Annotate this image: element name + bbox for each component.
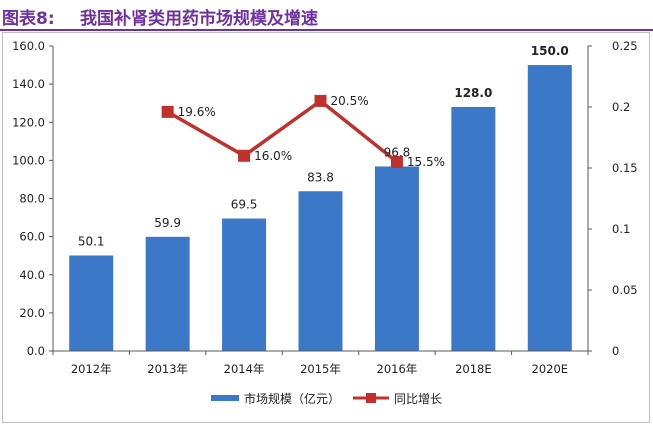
bar-data-label: 128.0 bbox=[454, 86, 492, 100]
growth-point bbox=[390, 155, 403, 168]
right-tick-label: 0.15 bbox=[612, 161, 638, 175]
x-tick-label: 2020E bbox=[532, 362, 569, 376]
bar bbox=[145, 236, 190, 351]
x-tick-label: 2016年 bbox=[377, 362, 418, 376]
bar-data-label: 96.8 bbox=[384, 145, 411, 159]
figure-title-bar: 图表8: 我国补肾类用药市场规模及增速 bbox=[0, 0, 653, 31]
left-tick-label: 80.0 bbox=[19, 192, 45, 206]
bar bbox=[298, 191, 343, 351]
legend-line-marker bbox=[366, 393, 376, 403]
labels-layer: 50.1 59.9 69.5 83.8 96.8 128.0 150.0 19.6% 16.0%… bbox=[78, 44, 569, 248]
right-tick-label: 0.25 bbox=[612, 39, 638, 53]
bar-data-label: 59.9 bbox=[154, 216, 181, 230]
bar-data-label: 150.0 bbox=[531, 44, 569, 58]
axes-layer: 0.0 20.0 40.0 60.0 80.0 100.0 120.0 140.0 160.0 0… bbox=[12, 39, 638, 376]
growth-point bbox=[238, 149, 251, 162]
growth-data-label: 20.5% bbox=[331, 94, 369, 108]
bar bbox=[374, 166, 419, 351]
left-tick-label: 20.0 bbox=[19, 306, 45, 320]
left-tick-label: 0.0 bbox=[27, 344, 45, 358]
bar-data-label: 69.5 bbox=[231, 198, 258, 212]
figure-number: 图表8: bbox=[2, 9, 55, 29]
figure-title: 我国补肾类用药市场规模及增速 bbox=[80, 9, 318, 29]
right-tick-label: 0.1 bbox=[612, 222, 630, 236]
legend-bar-label: 市场规模（亿元） bbox=[244, 391, 340, 406]
bar-data-label: 50.1 bbox=[78, 234, 105, 248]
x-tick-label: 2015年 bbox=[300, 362, 341, 376]
title-underline bbox=[0, 29, 653, 31]
combo-chart: 0.0 20.0 40.0 60.0 80.0 100.0 120.0 140.0 160.0 0… bbox=[12, 39, 638, 406]
bars-layer bbox=[69, 65, 572, 351]
left-tick-label: 100.0 bbox=[12, 153, 45, 167]
x-tick-label: 2018E bbox=[455, 362, 492, 376]
bar bbox=[451, 107, 496, 351]
line-layer bbox=[161, 94, 403, 168]
growth-data-label: 16.0% bbox=[254, 149, 292, 163]
chart-container: 0.0 20.0 40.0 60.0 80.0 100.0 120.0 140.0 160.0 0… bbox=[2, 32, 650, 423]
growth-line bbox=[166, 98, 399, 164]
right-tick-label: 0.2 bbox=[612, 100, 630, 114]
left-tick-label: 140.0 bbox=[12, 77, 45, 91]
legend-bar-swatch bbox=[211, 395, 239, 401]
x-tick-label: 2014年 bbox=[224, 362, 265, 376]
bar-data-label: 83.8 bbox=[307, 170, 334, 184]
right-tick-label: 0 bbox=[612, 344, 619, 358]
legend: 市场规模（亿元） 同比增长 bbox=[211, 391, 442, 406]
growth-data-label: 15.5% bbox=[407, 155, 445, 169]
growth-point bbox=[314, 94, 327, 107]
bar bbox=[527, 65, 572, 351]
left-tick-label: 60.0 bbox=[19, 230, 45, 244]
left-tick-label: 160.0 bbox=[12, 39, 45, 53]
bar bbox=[222, 218, 267, 351]
left-tick-label: 120.0 bbox=[12, 115, 45, 129]
right-tick-label: 0.05 bbox=[612, 283, 638, 297]
left-tick-label: 40.0 bbox=[19, 268, 45, 282]
x-tick-label: 2012年 bbox=[71, 362, 112, 376]
growth-data-label: 19.6% bbox=[178, 105, 216, 119]
legend-line-label: 同比增长 bbox=[394, 392, 442, 406]
x-tick-label: 2013年 bbox=[147, 362, 188, 376]
growth-point bbox=[161, 105, 174, 118]
bar bbox=[69, 255, 114, 351]
